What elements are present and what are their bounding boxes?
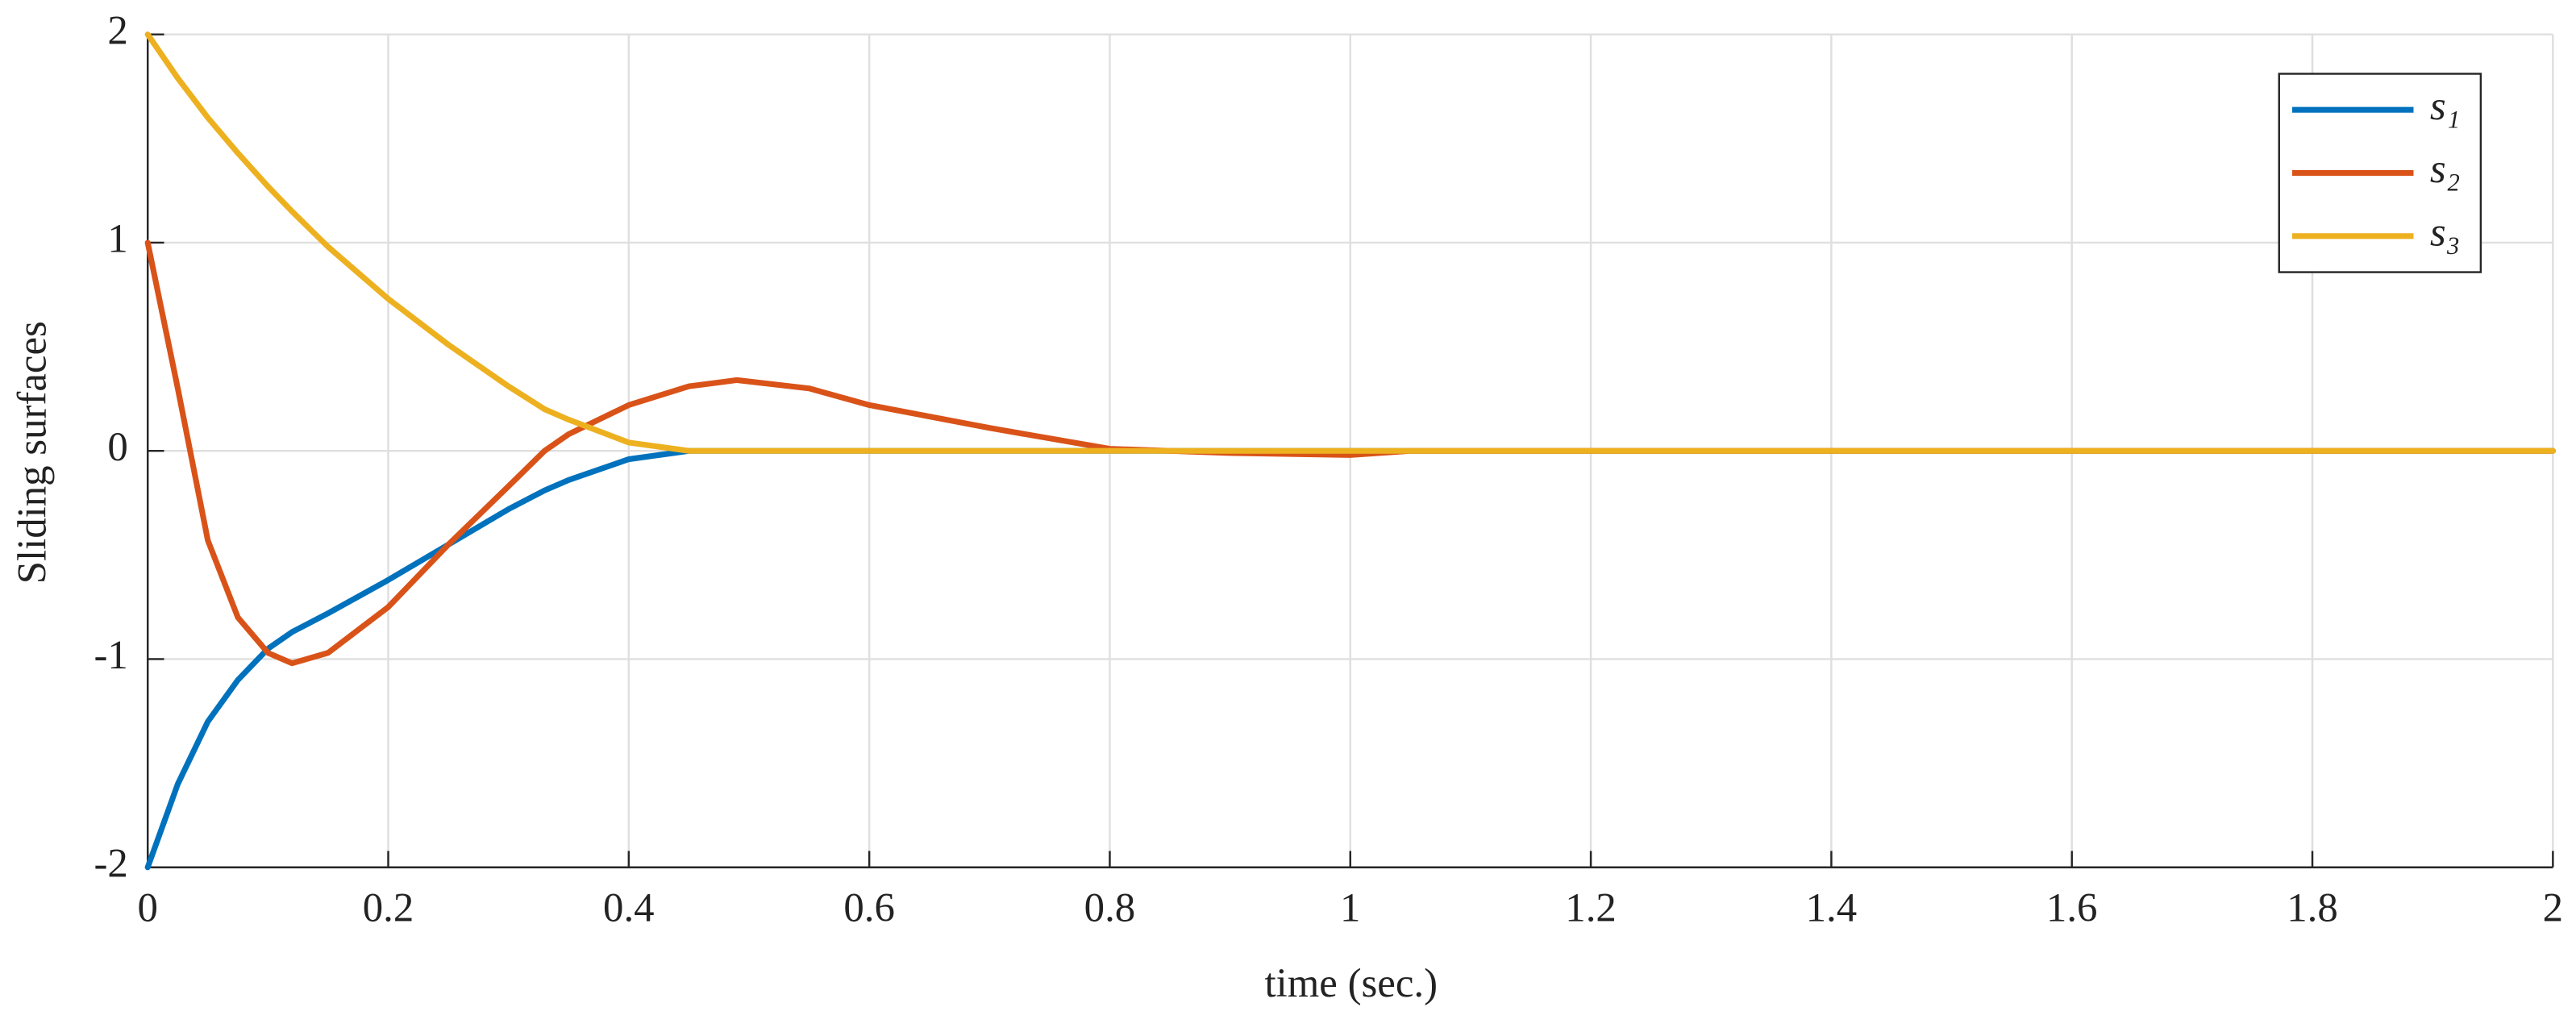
y-tick-label: -2 [94,840,127,885]
series-line [144,239,2556,667]
x-tick-label: 2 [2543,884,2563,930]
x-tick-label: 1 [1340,884,1360,930]
y-tick-label: -1 [94,632,127,677]
x-tick-label: 0.8 [1084,884,1136,930]
legend-label: s₂ [2430,146,2460,191]
legend-label: s₁ [2430,83,2460,128]
x-axis-label: time (sec.) [1265,960,1438,1005]
y-tick-label: 2 [107,7,127,52]
x-tick-label: 0 [137,884,157,930]
x-tick-label: 1.6 [2046,884,2098,930]
legend: s₁ s₂ s₃ [2278,73,2482,273]
legend-label: s₃ [2430,209,2460,254]
x-tick-label: 1.4 [1806,884,1858,930]
x-tick-label: 0.4 [603,884,655,930]
y-tick-label: 0 [107,424,127,469]
x-tick-label: 1.2 [1565,884,1617,930]
x-tick-label: 0.2 [363,884,414,930]
y-axis-label: Sliding surfaces [10,321,55,584]
y-tick-label: 1 [107,216,127,261]
x-tick-label: 0.6 [843,884,895,930]
x-tick-label: 1.8 [2287,884,2338,930]
series-line [144,31,2556,454]
